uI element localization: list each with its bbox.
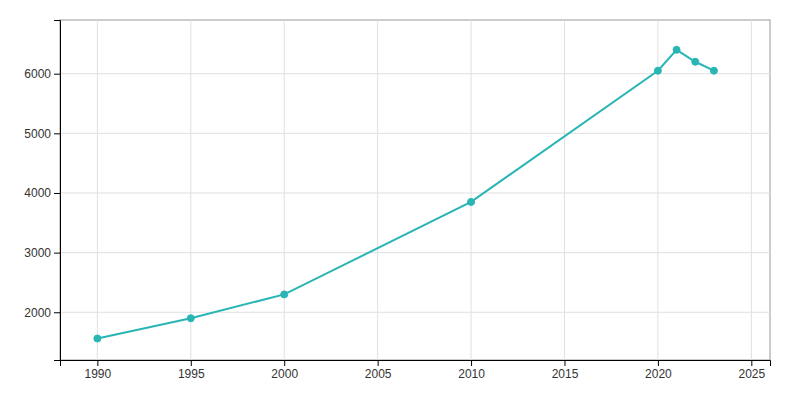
y-tick: 4000 bbox=[24, 186, 60, 200]
plot: 1990 1995 2000 2005 2010 2015 2020 2025 2000 3000… bbox=[24, 20, 770, 381]
x-tick-mark bbox=[564, 360, 565, 366]
point bbox=[692, 58, 699, 65]
chart: 1990 1995 2000 2005 2010 2015 2020 2025 2000 3000… bbox=[0, 0, 800, 400]
plot-frame bbox=[60, 20, 770, 360]
x-tick-mark bbox=[751, 360, 752, 366]
x-tick-mark bbox=[97, 360, 98, 366]
grid-line bbox=[60, 192, 770, 193]
point bbox=[654, 67, 661, 74]
y-tick-label: 5000 bbox=[24, 127, 51, 141]
y-tick-label: 2000 bbox=[24, 306, 51, 320]
x-tick: 2000 bbox=[271, 360, 298, 381]
y-tick-mark bbox=[54, 253, 60, 254]
x-tick-mark bbox=[378, 360, 379, 366]
grid-line bbox=[60, 73, 770, 74]
point bbox=[710, 67, 717, 74]
x-tick: 2020 bbox=[645, 360, 672, 381]
y-axis: 2000 3000 4000 5000 6000 bbox=[24, 21, 60, 361]
x-tick: 2010 bbox=[458, 360, 485, 381]
grid-line bbox=[190, 20, 191, 360]
grid-line bbox=[60, 133, 770, 134]
y-tick-mark bbox=[54, 74, 60, 75]
grid-line bbox=[60, 252, 770, 253]
y-tick-mark bbox=[54, 133, 60, 134]
x-tick-mark bbox=[191, 360, 192, 366]
x-tick-label: 2020 bbox=[645, 367, 672, 381]
x-tick-label: 2010 bbox=[458, 367, 485, 381]
x-axis: 1990 1995 2000 2005 2010 2015 2020 2025 bbox=[61, 360, 771, 381]
grid-line bbox=[97, 20, 98, 360]
grid-line bbox=[751, 20, 752, 360]
grid-line bbox=[377, 20, 378, 360]
x-tick: 2025 bbox=[738, 360, 765, 381]
y-tick-label: 3000 bbox=[24, 246, 51, 260]
grid-line bbox=[284, 20, 285, 360]
grid-line bbox=[60, 312, 770, 313]
grid bbox=[60, 20, 770, 360]
x-tick-label: 2025 bbox=[738, 367, 765, 381]
point bbox=[281, 291, 288, 298]
y-tick: 5000 bbox=[24, 127, 60, 141]
y-tick: 3000 bbox=[24, 246, 60, 260]
point bbox=[187, 315, 194, 322]
x-tick-label: 2005 bbox=[365, 367, 392, 381]
x-tick-label: 2015 bbox=[552, 367, 579, 381]
x-tick: 2005 bbox=[365, 360, 392, 381]
x-tick-label: 1995 bbox=[178, 367, 205, 381]
point bbox=[468, 198, 475, 205]
y-tick-mark bbox=[54, 193, 60, 194]
grid-line bbox=[564, 20, 565, 360]
x-tick-label: 1990 bbox=[85, 367, 112, 381]
y-axis-line bbox=[54, 21, 61, 361]
line bbox=[97, 50, 714, 339]
y-tick-label: 4000 bbox=[24, 186, 51, 200]
grid-line bbox=[471, 20, 472, 360]
y-tick-label: 6000 bbox=[24, 67, 51, 81]
y-tick: 6000 bbox=[24, 67, 60, 81]
marks bbox=[94, 46, 718, 342]
y-tick-mark bbox=[54, 312, 60, 313]
point bbox=[94, 335, 101, 342]
x-axis-line bbox=[61, 361, 771, 367]
point bbox=[673, 46, 680, 53]
x-tick-label: 2000 bbox=[271, 367, 298, 381]
y-tick: 2000 bbox=[24, 306, 60, 320]
x-tick-mark bbox=[284, 360, 285, 366]
x-tick: 1990 bbox=[85, 360, 112, 381]
x-tick: 1995 bbox=[178, 360, 205, 381]
x-tick: 2015 bbox=[552, 360, 579, 381]
x-tick-mark bbox=[471, 360, 472, 366]
x-tick-mark bbox=[658, 360, 659, 366]
